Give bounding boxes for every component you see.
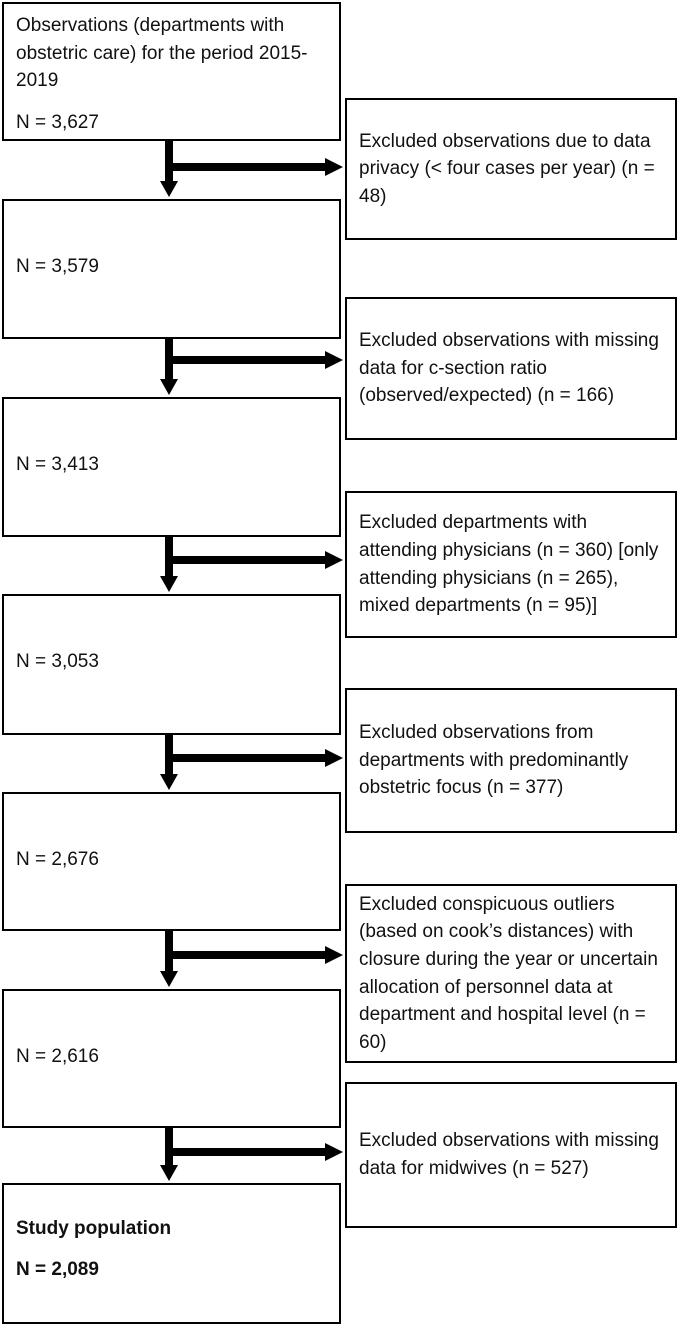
exclusion-text: Excluded departments with attending phys… xyxy=(359,512,659,617)
cohort-box-step-2: N = 3,413 xyxy=(2,397,341,537)
study-population-box: Study population N = 2,089 xyxy=(2,1183,341,1324)
exclusion-text: Excluded observations with missing data … xyxy=(359,1130,659,1179)
cohort-box-step-3: N = 3,053 xyxy=(2,594,341,735)
right-arrow-head xyxy=(325,749,343,767)
exclusion-box-6: Excluded observations with missing data … xyxy=(345,1082,677,1228)
cohort-box-initial: Observations (departments with obstetric… xyxy=(2,2,341,141)
initial-population-n: N = 3,627 xyxy=(16,111,99,133)
cohort-n-value: N = 2,676 xyxy=(16,849,99,870)
down-arrow-shaft xyxy=(165,1128,173,1165)
down-arrow-head xyxy=(160,181,178,197)
cohort-n-value: N = 3,413 xyxy=(16,454,99,475)
study-population-title: Study population xyxy=(16,1218,172,1239)
down-arrow-head xyxy=(160,1165,178,1181)
right-arrow-shaft xyxy=(165,754,325,762)
cohort-box-step-4: N = 2,676 xyxy=(2,792,341,931)
exclusion-text: Excluded observations with missing data … xyxy=(359,330,659,407)
right-arrow-shaft xyxy=(165,356,325,364)
right-arrow-head xyxy=(325,946,343,964)
down-arrow-head xyxy=(160,774,178,790)
study-population-n: N = 2,089 xyxy=(16,1258,99,1280)
down-arrow-head xyxy=(160,379,178,395)
exclusion-box-5: Excluded conspicuous outliers (based on … xyxy=(345,884,677,1063)
exclusion-text: Excluded observations from departments w… xyxy=(359,722,629,799)
down-arrow-shaft xyxy=(165,141,173,181)
right-arrow-head xyxy=(325,551,343,569)
right-arrow-shaft xyxy=(165,951,325,959)
initial-population-text: Observations (departments with obstetric… xyxy=(16,15,308,92)
right-arrow-head xyxy=(325,351,343,369)
cohort-box-step-5: N = 2,616 xyxy=(2,989,341,1128)
right-arrow-shaft xyxy=(165,163,325,171)
cohort-n-value: N = 2,616 xyxy=(16,1046,99,1067)
exclusion-box-1: Excluded observations due to data privac… xyxy=(345,98,677,240)
exclusion-box-4: Excluded observations from departments w… xyxy=(345,688,677,833)
right-arrow-shaft xyxy=(165,1148,325,1156)
right-arrow-head xyxy=(325,1143,343,1161)
right-arrow-shaft xyxy=(165,556,325,564)
exclusion-box-2: Excluded observations with missing data … xyxy=(345,297,677,440)
right-arrow-head xyxy=(325,158,343,176)
down-arrow-head xyxy=(160,576,178,592)
cohort-n-value: N = 3,053 xyxy=(16,651,99,672)
exclusion-text: Excluded conspicuous outliers (based on … xyxy=(359,893,658,1053)
exclusion-text: Excluded observations due to data privac… xyxy=(359,130,655,207)
cohort-n-value: N = 3,579 xyxy=(16,256,99,277)
down-arrow-head xyxy=(160,971,178,987)
cohort-box-step-1: N = 3,579 xyxy=(2,199,341,339)
exclusion-box-3: Excluded departments with attending phys… xyxy=(345,491,677,638)
